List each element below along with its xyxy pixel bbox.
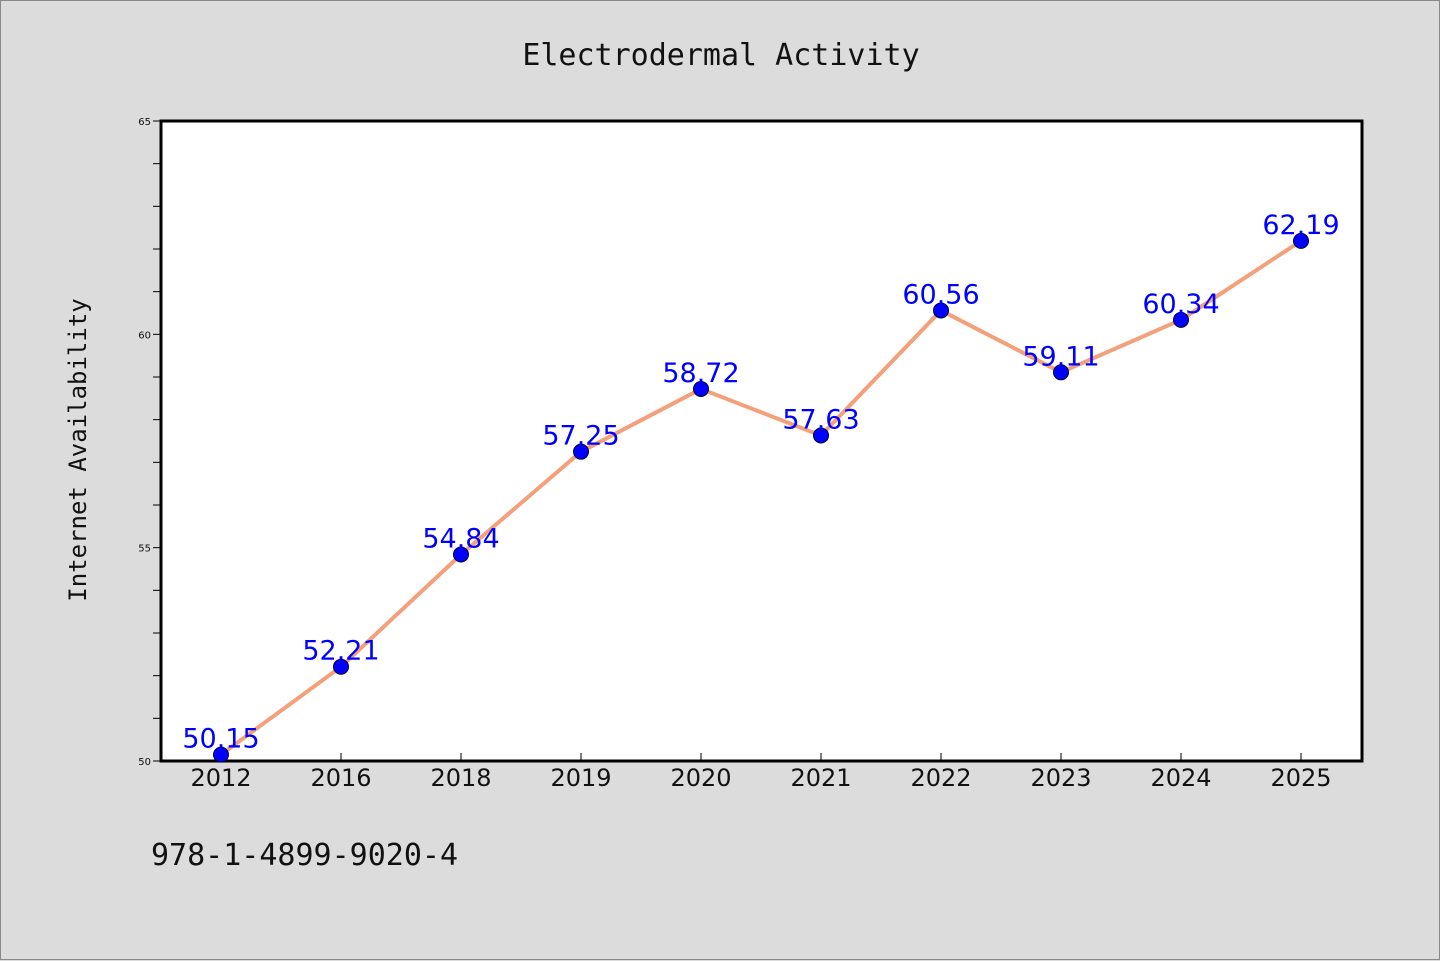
isbn-text: 978-1-4899-9020-4 [151,838,458,873]
data-label: 58.72 [662,358,739,389]
x-tick-label: 2019 [550,764,611,792]
y-tick-label: 55 [138,544,151,555]
data-label: 52.21 [302,636,379,667]
data-point [453,546,469,563]
series-points-group [213,232,1309,763]
y-axis-label: Internet Availability [64,298,92,601]
data-label: 57.25 [542,421,619,452]
data-label: 59.11 [1022,341,1099,372]
x-tick-label: 2022 [910,764,971,792]
data-point [693,380,709,397]
data-point [933,302,949,319]
series-line-group [219,238,1303,757]
x-tick-label: 2012 [190,764,251,792]
series-labels-group: 50.15 52.21 54.84 57.25 58.72 57.63 60.56 59.11… [182,210,1339,755]
plot-area [159,119,1364,763]
x-tick-label: 2021 [790,764,851,792]
y-tick-label: 60 [138,330,151,341]
data-label: 60.34 [1142,289,1219,320]
data-label: 54.84 [422,523,499,554]
data-label: 57.63 [782,404,859,435]
x-tick-label: 2025 [1270,764,1331,792]
data-point [813,427,829,444]
data-point [573,443,589,460]
x-tick-label: 2016 [310,764,371,792]
y-axis: 50 55 60 65 [138,117,161,768]
series-line [219,238,1303,757]
data-point [1173,311,1189,328]
data-label: 50.15 [182,724,259,755]
x-tick-label: 2020 [670,764,731,792]
data-point [333,658,349,675]
data-point [1053,364,1069,381]
data-label: 60.56 [902,279,979,310]
data-label: 62.19 [1262,210,1339,241]
data-point [213,746,229,763]
x-tick-label: 2024 [1150,764,1211,792]
x-axis: 2012 2016 2018 2019 2020 2021 2022 2023 2024 2025 [190,753,1332,792]
y-tick-label: 50 [138,757,151,768]
x-tick-label: 2023 [1030,764,1091,792]
y-tick-label: 65 [138,117,151,128]
chart-title: Electrodermal Activity [522,38,919,73]
x-tick-label: 2018 [430,764,491,792]
data-point [1293,232,1309,249]
